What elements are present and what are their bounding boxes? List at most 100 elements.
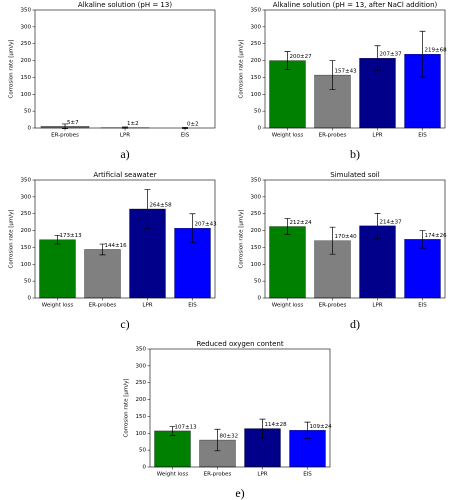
y-tick-label: 350 <box>21 8 32 14</box>
bar <box>269 60 306 129</box>
y-tick-label: 0 <box>258 296 262 302</box>
y-tick-label: 100 <box>136 431 147 437</box>
y-tick-label: 300 <box>21 194 32 200</box>
y-tick-label: 350 <box>136 347 147 353</box>
axes-frame <box>264 9 446 129</box>
bar <box>404 239 441 299</box>
y-tick-label: 0 <box>28 126 32 132</box>
y-tick-label: 250 <box>251 211 262 217</box>
value-label: 80±32 <box>220 434 239 440</box>
value-label: 0±2 <box>187 122 199 128</box>
y-tick-label: 0 <box>143 465 147 471</box>
x-tick-label: ER-probes <box>319 303 347 309</box>
error-bar <box>214 428 221 452</box>
value-label: 212±24 <box>290 220 313 226</box>
x-tick-label: EIS <box>418 133 427 139</box>
error-bar <box>374 213 381 239</box>
x-tick-label: Weight loss <box>157 472 189 478</box>
y-tick-label: 150 <box>251 245 262 251</box>
error-bar <box>374 45 381 72</box>
panel-title: Alkaline solution (pH = 13, after NaCl a… <box>273 1 438 9</box>
value-label: 214±37 <box>380 219 403 225</box>
x-tick-label: Weight loss <box>42 303 74 309</box>
y-tick-label: 300 <box>21 24 32 30</box>
x-tick-label: LPR <box>257 472 267 478</box>
panel-label: b) <box>350 147 360 161</box>
y-tick-label: 200 <box>21 58 32 64</box>
y-tick-label: 300 <box>251 194 262 200</box>
value-label: 1±2 <box>127 121 139 127</box>
panel-label: c) <box>120 317 129 331</box>
value-label: 264±58 <box>150 202 173 208</box>
bar <box>154 430 191 468</box>
y-tick-label: 50 <box>24 109 31 115</box>
axes-frame <box>34 179 216 299</box>
error-bar <box>419 230 426 249</box>
value-label: 114±28 <box>265 422 288 428</box>
x-tick-label: ER-probes <box>89 303 117 309</box>
axes-frame <box>149 348 331 468</box>
panel-label: d) <box>350 317 360 331</box>
y-tick-label: 150 <box>21 245 32 251</box>
error-bar <box>169 426 176 436</box>
y-tick-label: 50 <box>139 448 146 454</box>
y-tick-label: 250 <box>136 380 147 386</box>
value-label: 174±26 <box>425 233 448 239</box>
error-bar <box>144 189 151 229</box>
y-tick-label: 250 <box>21 211 32 217</box>
value-label: 157±43 <box>335 69 358 75</box>
y-tick-label: 350 <box>21 178 32 184</box>
y-tick-label: 100 <box>21 262 32 268</box>
y-tick-label: 200 <box>21 228 32 234</box>
y-tick-label: 200 <box>251 58 262 64</box>
value-label: 207±37 <box>380 52 403 58</box>
value-label: 5±7 <box>67 120 79 126</box>
y-tick-label: 100 <box>21 92 32 98</box>
y-tick-label: 100 <box>251 92 262 98</box>
y-axis-label: Corrosion rate [µm/y] <box>124 378 130 437</box>
y-tick-label: 350 <box>251 178 262 184</box>
value-label: 144±16 <box>105 243 128 249</box>
y-tick-label: 250 <box>21 41 32 47</box>
y-tick-label: 100 <box>251 262 262 268</box>
y-tick-label: 300 <box>251 24 262 30</box>
x-tick-label: Weight loss <box>272 303 304 309</box>
error-bar <box>189 213 196 244</box>
x-tick-label: EIS <box>303 472 312 478</box>
y-axis-label: Corrosion rate [µm/y] <box>239 209 245 268</box>
y-tick-label: 150 <box>136 414 147 420</box>
y-axis-label: Corrosion rate [µm/y] <box>9 39 15 98</box>
value-label: 207±43 <box>195 222 218 228</box>
error-bar <box>54 234 61 245</box>
x-tick-label: EIS <box>181 133 190 139</box>
y-tick-label: 50 <box>254 109 261 115</box>
panel-title: Artificial seawater <box>93 171 156 179</box>
value-label: 109±24 <box>310 424 333 430</box>
x-tick-label: ER-probes <box>51 133 79 139</box>
panel-label: a) <box>120 147 129 161</box>
panel-title: Alkaline solution (pH = 13) <box>78 1 172 9</box>
y-axis-label: Corrosion rate [µm/y] <box>9 209 15 268</box>
x-tick-label: EIS <box>418 303 427 309</box>
error-bar <box>284 218 291 235</box>
panel-label: e) <box>235 486 244 500</box>
error-bar <box>259 418 266 439</box>
x-tick-label: LPR <box>372 133 382 139</box>
x-tick-label: EIS <box>188 303 197 309</box>
error-bar <box>329 60 336 90</box>
panel-title: Reduced oxygen content <box>196 340 283 348</box>
axes-frame <box>34 9 216 129</box>
y-tick-label: 200 <box>136 397 147 403</box>
x-tick-label: LPR <box>142 303 152 309</box>
value-label: 200±27 <box>290 54 313 60</box>
y-tick-label: 50 <box>254 279 261 285</box>
bar <box>269 226 306 299</box>
y-tick-label: 250 <box>251 41 262 47</box>
x-tick-label: Weight loss <box>272 133 304 139</box>
error-bar <box>329 226 336 255</box>
error-bar <box>304 421 311 439</box>
y-tick-label: 0 <box>258 126 262 132</box>
y-tick-label: 200 <box>251 228 262 234</box>
x-tick-label: ER-probes <box>319 133 347 139</box>
